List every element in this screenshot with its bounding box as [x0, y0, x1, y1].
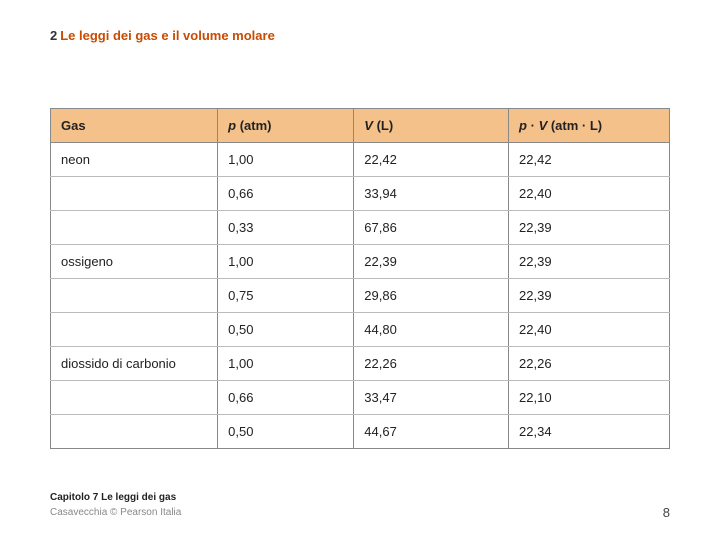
cell-gas [51, 279, 218, 313]
cell-v: 22,42 [354, 143, 509, 177]
table-row: 0,3367,8622,39 [51, 211, 670, 245]
cell-p: 0,75 [218, 279, 354, 313]
cell-v: 44,67 [354, 415, 509, 449]
col-header-p: p (atm) [218, 109, 354, 143]
section-title: Le leggi dei gas e il volume molare [60, 28, 275, 43]
gas-table: Gas p (atm) V (L) p · V (atm · L) neon1,… [50, 108, 670, 449]
cell-pv: 22,26 [509, 347, 670, 381]
cell-gas: diossido di carbonio [51, 347, 218, 381]
col-header-pv-dot: · [527, 118, 539, 133]
cell-pv: 22,40 [509, 313, 670, 347]
cell-v: 67,86 [354, 211, 509, 245]
table-row: neon1,0022,4222,42 [51, 143, 670, 177]
cell-gas [51, 211, 218, 245]
cell-v: 22,26 [354, 347, 509, 381]
cell-v: 29,86 [354, 279, 509, 313]
col-header-p-symbol: p [228, 118, 236, 133]
table-row: 0,5044,8022,40 [51, 313, 670, 347]
slide: 2Le leggi dei gas e il volume molare Gas… [0, 0, 720, 540]
col-header-v: V (L) [354, 109, 509, 143]
col-header-pv-p: p [519, 118, 527, 133]
cell-gas: neon [51, 143, 218, 177]
table-row: diossido di carbonio1,0022,2622,26 [51, 347, 670, 381]
cell-pv: 22,39 [509, 279, 670, 313]
cell-pv: 22,42 [509, 143, 670, 177]
slide-footer: Capitolo 7 Le leggi dei gas Casavecchia … [50, 490, 670, 520]
cell-v: 22,39 [354, 245, 509, 279]
section-number: 2 [50, 28, 57, 43]
cell-gas: ossigeno [51, 245, 218, 279]
footer-left: Capitolo 7 Le leggi dei gas Casavecchia … [50, 490, 181, 520]
cell-p: 0,33 [218, 211, 354, 245]
cell-pv: 22,10 [509, 381, 670, 415]
cell-p: 0,66 [218, 177, 354, 211]
cell-p: 0,50 [218, 313, 354, 347]
cell-gas [51, 177, 218, 211]
col-header-v-symbol: V [364, 118, 373, 133]
section-heading: 2Le leggi dei gas e il volume molare [50, 28, 670, 43]
table-row: 0,7529,8622,39 [51, 279, 670, 313]
cell-pv: 22,39 [509, 211, 670, 245]
cell-v: 44,80 [354, 313, 509, 347]
cell-p: 1,00 [218, 143, 354, 177]
cell-p: 0,66 [218, 381, 354, 415]
cell-v: 33,94 [354, 177, 509, 211]
col-header-pv-unit: (atm · L) [547, 118, 602, 133]
page-number: 8 [663, 505, 670, 520]
cell-v: 33,47 [354, 381, 509, 415]
cell-gas [51, 415, 218, 449]
col-header-pv-v: V [539, 118, 548, 133]
table-row: 0,5044,6722,34 [51, 415, 670, 449]
cell-gas [51, 381, 218, 415]
table-header-row: Gas p (atm) V (L) p · V (atm · L) [51, 109, 670, 143]
cell-pv: 22,34 [509, 415, 670, 449]
cell-gas [51, 313, 218, 347]
col-header-pv: p · V (atm · L) [509, 109, 670, 143]
col-header-v-unit: (L) [373, 118, 393, 133]
cell-p: 1,00 [218, 245, 354, 279]
cell-p: 1,00 [218, 347, 354, 381]
col-header-gas: Gas [51, 109, 218, 143]
footer-publisher: Casavecchia © Pearson Italia [50, 505, 181, 520]
cell-pv: 22,40 [509, 177, 670, 211]
cell-pv: 22,39 [509, 245, 670, 279]
table-row: 0,6633,4722,10 [51, 381, 670, 415]
cell-p: 0,50 [218, 415, 354, 449]
table-row: ossigeno1,0022,3922,39 [51, 245, 670, 279]
footer-chapter: Capitolo 7 Le leggi dei gas [50, 490, 181, 505]
table-row: 0,6633,9422,40 [51, 177, 670, 211]
col-header-p-unit: (atm) [236, 118, 271, 133]
